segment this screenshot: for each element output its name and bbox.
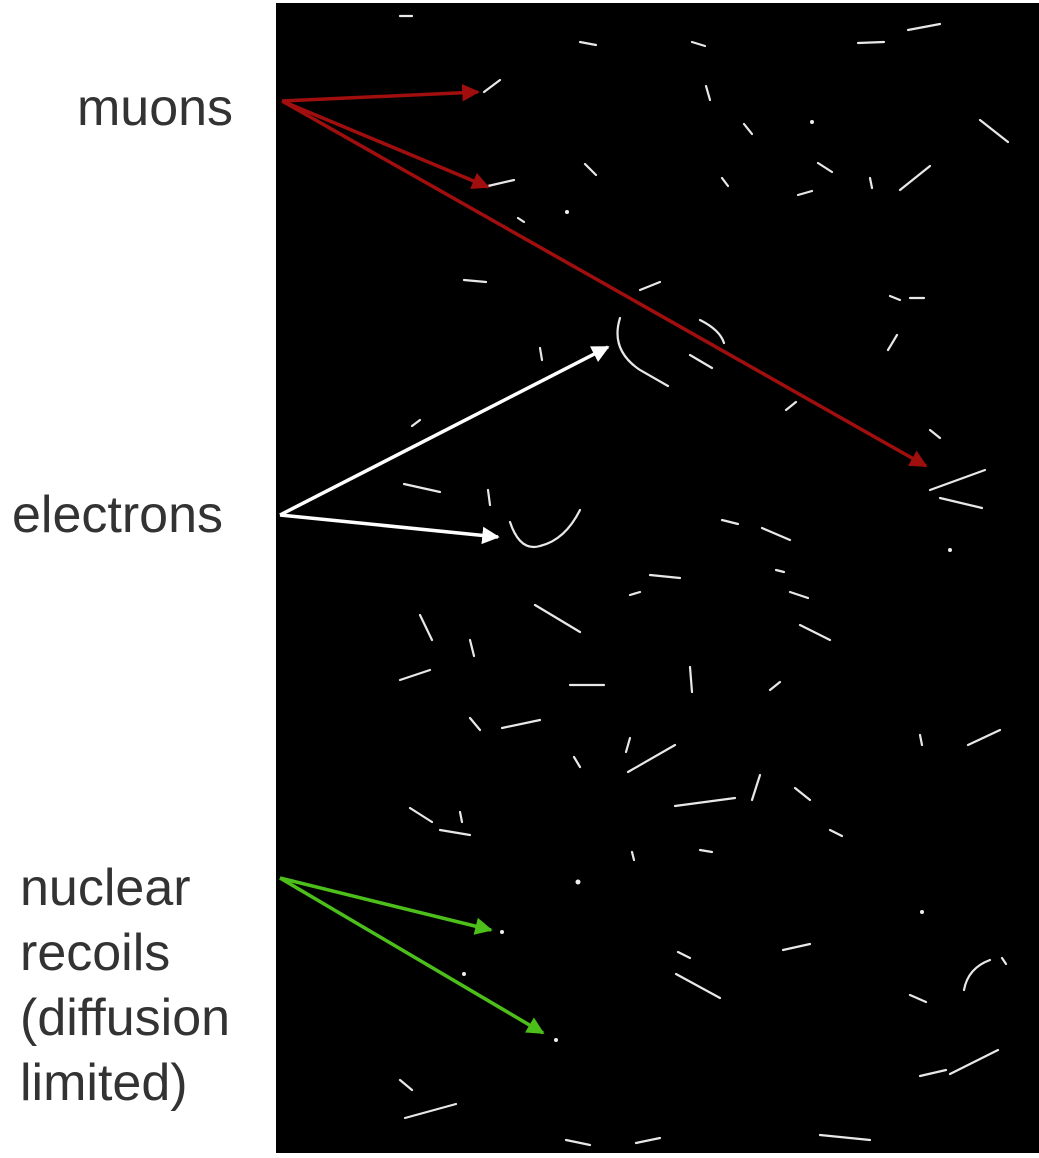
- page: muons electrons nuclear recoils (diffusi…: [0, 0, 1039, 1153]
- label: muons: [77, 79, 233, 137]
- label: nuclear: [20, 859, 191, 917]
- label: limited): [20, 1054, 188, 1112]
- label: recoils: [20, 924, 170, 982]
- detector-image: [276, 3, 1039, 1153]
- label: (diffusion: [20, 989, 230, 1047]
- label: electrons: [12, 486, 223, 544]
- figure: muons electrons nuclear recoils (diffusi…: [0, 0, 1039, 1153]
